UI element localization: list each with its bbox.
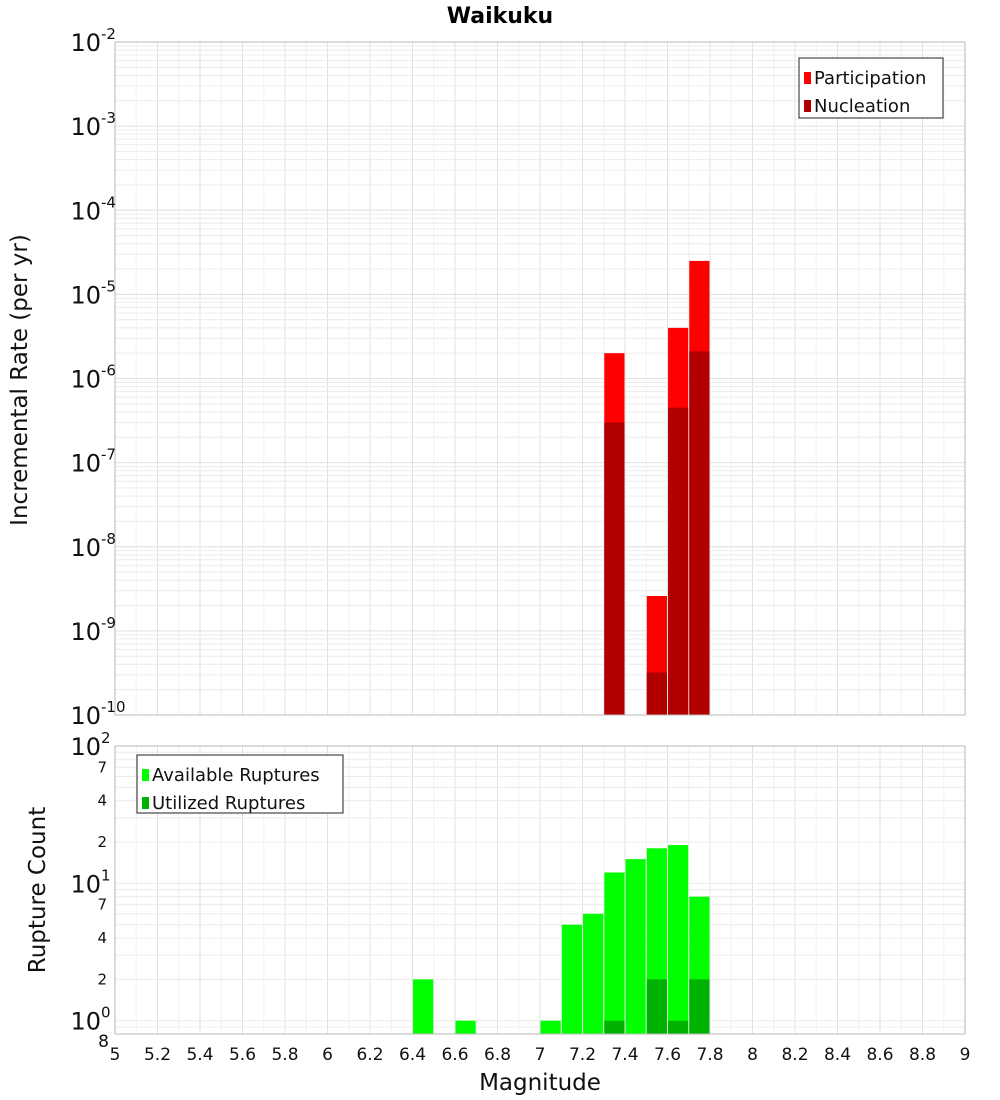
top-plot-frame	[114, 41, 966, 716]
x-tick-label: 8	[747, 1045, 758, 1065]
legend-box	[136, 754, 344, 814]
legend-entry: Nucleation	[814, 96, 910, 117]
x-tick-label: 7.4	[611, 1045, 638, 1065]
bottom-y-tick-label: 10	[70, 1008, 101, 1036]
top-y-tick-label: 10	[70, 534, 101, 562]
top-plot-bars	[604, 260, 710, 715]
x-tick-label: 9	[960, 1045, 971, 1065]
top-bar-nucleation	[604, 422, 625, 715]
x-tick-label: 6.2	[356, 1045, 383, 1065]
bottom-bar-available-ruptures	[561, 924, 582, 1034]
x-tick-label: 5.8	[271, 1045, 298, 1065]
top-y-tick-label-exponent: -10	[101, 698, 126, 716]
x-tick-label: 7	[535, 1045, 546, 1065]
x-tick-label: 7.2	[569, 1045, 596, 1065]
legend-swatch	[804, 100, 811, 112]
bottom-y-tick-label: 10	[70, 733, 101, 761]
top-y-tick-label-exponent: -6	[101, 362, 116, 380]
bottom-plot-bars	[413, 845, 710, 1034]
top-legend: Participation Nucleation	[798, 57, 944, 119]
bottom-y-minor-tick-label: 4	[97, 929, 107, 947]
top-y-tick-label: 10	[70, 113, 101, 141]
bottom-plot-frame	[114, 745, 966, 1035]
top-y-tick-label: 10	[70, 618, 101, 646]
bottom-bar-available-ruptures	[668, 845, 689, 1034]
bottom-y-minor-tick-label: 8	[98, 1032, 109, 1052]
bottom-y-minor-tick-label: 4	[97, 792, 107, 810]
bottom-bar-utilized-ruptures	[604, 1020, 625, 1034]
top-y-tick-label-exponent: -3	[101, 109, 116, 127]
legend-swatch	[804, 72, 811, 84]
top-bar-nucleation	[689, 351, 710, 715]
bottom-y-minor-tick-label: 2	[97, 970, 107, 988]
top-y-tick-label: 10	[70, 702, 101, 730]
x-tick-label: 8.4	[824, 1045, 851, 1065]
legend-entry: Available Ruptures	[152, 765, 320, 786]
x-tick-label: 8.6	[866, 1045, 893, 1065]
legend-swatch	[142, 769, 149, 781]
bottom-y-tick-label-exponent: 1	[101, 866, 111, 884]
x-ticks: 5 5.2 5.4 5.6 5.8 6 6.2 6.4 6.6 6.8 7 7.2 7.4 7.6 7.8 8…	[110, 1045, 971, 1065]
legend-entry: Participation	[814, 68, 926, 89]
x-tick-label: 8.2	[781, 1045, 808, 1065]
top-y-tick-label-exponent: -9	[101, 614, 116, 632]
top-y-tick-label: 10	[70, 197, 101, 225]
chart-title: Waikuku	[447, 4, 553, 29]
legend-box	[798, 57, 944, 119]
x-tick-label: 8.8	[909, 1045, 936, 1065]
bottom-y-minor-tick-label: 7	[97, 896, 107, 914]
bottom-bar-available-ruptures	[625, 859, 646, 1034]
x-tick-label: 5.4	[186, 1045, 213, 1065]
x-tick-label: 7.6	[654, 1045, 681, 1065]
top-y-tick-label-exponent: -5	[101, 277, 116, 295]
top-y-axis-label: Incremental Rate (per yr)	[7, 234, 33, 526]
bottom-bar-utilized-ruptures	[646, 979, 667, 1034]
top-plot-grid	[114, 42, 966, 716]
top-bar-nucleation	[668, 407, 689, 715]
x-tick-label: 6	[322, 1045, 333, 1065]
top-y-tick-label: 10	[70, 450, 101, 478]
x-axis-label: Magnitude	[479, 1070, 601, 1096]
top-y-tick-label-exponent: -7	[101, 446, 116, 464]
x-tick-label: 6.4	[399, 1045, 426, 1065]
x-tick-label: 6.6	[441, 1045, 468, 1065]
bottom-y-tick-label-exponent: 2	[101, 729, 111, 747]
x-tick-label: 6.8	[484, 1045, 511, 1065]
bottom-y-tick-label-exponent: 0	[101, 1004, 111, 1022]
legend-swatch	[142, 797, 149, 809]
top-y-tick-label: 10	[70, 29, 101, 57]
bottom-bar-available-ruptures	[455, 1020, 476, 1034]
top-y-tick-label: 10	[70, 366, 101, 394]
bottom-bar-available-ruptures	[413, 979, 434, 1034]
top-y-tick-label-exponent: -4	[101, 193, 116, 211]
legend-entry: Utilized Ruptures	[152, 793, 305, 814]
bottom-y-tick-label: 10	[70, 870, 101, 898]
bottom-bar-available-ruptures	[540, 1020, 561, 1034]
x-tick-label: 7.8	[696, 1045, 723, 1065]
x-tick-label: 5.6	[229, 1045, 256, 1065]
top-y-tick-label-exponent: -8	[101, 530, 116, 548]
bottom-y-minor-tick-label: 2	[97, 833, 107, 851]
x-tick-label: 5.2	[144, 1045, 171, 1065]
bottom-bar-utilized-ruptures	[668, 1020, 689, 1034]
bottom-bar-available-ruptures	[604, 872, 625, 1034]
bottom-bar-available-ruptures	[583, 913, 604, 1034]
bottom-y-minor-tick-label: 7	[97, 758, 107, 776]
bottom-bar-utilized-ruptures	[689, 979, 710, 1034]
top-bar-nucleation	[646, 672, 667, 715]
bottom-legend: Available Ruptures Utilized Ruptures	[136, 754, 344, 814]
top-y-tick-label-exponent: -2	[101, 25, 116, 43]
x-tick-label: 5	[110, 1045, 121, 1065]
top-y-tick-label: 10	[70, 281, 101, 309]
bottom-y-axis-label: Rupture Count	[25, 807, 51, 973]
